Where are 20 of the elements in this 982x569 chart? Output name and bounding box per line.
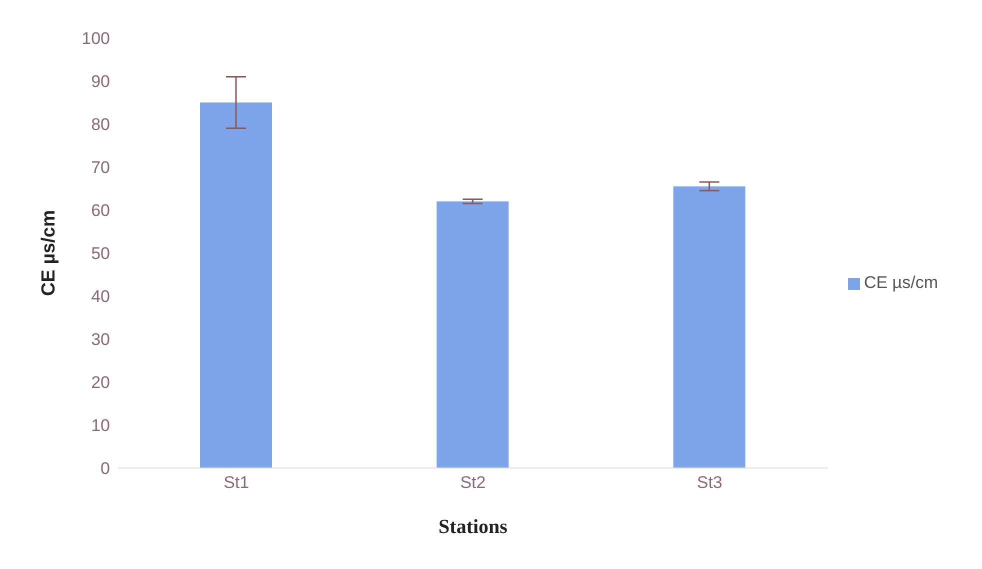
y-tick-label: 100: [82, 29, 110, 48]
y-tick-label: 10: [91, 416, 110, 436]
y-tick-label: 80: [91, 115, 110, 134]
x-tick-label: St1: [224, 473, 250, 492]
x-tick-label: St2: [460, 473, 486, 492]
y-tick-label: 90: [91, 72, 110, 92]
x-axis-title: Stations: [438, 516, 508, 538]
y-tick-label: 60: [91, 201, 110, 220]
y-tick-label: 30: [91, 330, 110, 350]
legend-label: CE µs/cm: [864, 273, 938, 292]
y-tick-label: 0: [100, 459, 110, 478]
y-tick-label: 20: [91, 373, 110, 392]
x-tick-label: St3: [696, 473, 722, 492]
y-axis-title: CE µs/cm: [38, 210, 60, 296]
y-tick-label: 40: [91, 287, 110, 306]
bar: [436, 201, 509, 468]
bar: [673, 186, 746, 468]
y-tick-label: 70: [91, 158, 110, 178]
bar: [200, 102, 272, 468]
y-tick-label: 50: [91, 244, 110, 264]
